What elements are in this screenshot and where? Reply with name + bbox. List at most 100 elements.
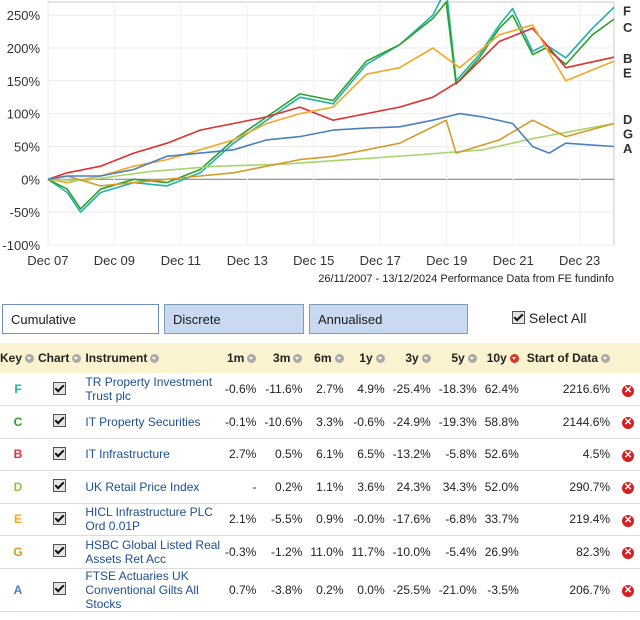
x-tick-label: Dec 19 [426, 253, 467, 268]
row-key: F [14, 382, 22, 396]
sort-icon[interactable] [25, 354, 35, 364]
table-row: C IT Property Securities -0.1% -10.6% 3.3% -0… [0, 406, 640, 438]
col-start-header[interactable]: Start of Data [525, 343, 616, 373]
chart-toggle-checkbox[interactable] [53, 544, 67, 558]
legend-key-A: A [623, 141, 633, 156]
y-tick-label: 250% [7, 8, 41, 23]
cell-y3: -25.5% [392, 582, 431, 597]
plot-area [47, 1, 615, 246]
sort-icon[interactable] [247, 354, 257, 364]
chart-toggle-checkbox[interactable] [53, 479, 67, 493]
cell-y5: 34.3% [442, 479, 477, 494]
table-row: A FTSE Actuaries UK Conventional Gilts Al… [0, 568, 640, 611]
instrument-link[interactable]: IT Infrastructure [85, 447, 170, 462]
row-key: D [13, 479, 23, 494]
tab-annualised-performance[interactable]: Annualised Performance [309, 304, 468, 357]
chart-toggle-checkbox[interactable] [53, 446, 67, 460]
instrument-link[interactable]: HSBC Global Listed Real Assets Ret Acc [85, 537, 221, 566]
instrument-link[interactable]: UK Retail Price Index [85, 479, 200, 494]
series-line-D [47, 122, 615, 182]
row-key: C [13, 414, 23, 429]
table-row: F TR Property Investment Trust plc -0.6% -1… [0, 373, 640, 406]
chart-toggle-checkbox[interactable] [53, 414, 67, 428]
cell-y10: -3.5% [487, 582, 519, 597]
sort-icon[interactable] [421, 354, 431, 364]
series-line-A [47, 112, 615, 181]
tab-cumulative-performance[interactable]: Cumulative Performance [2, 304, 159, 357]
sort-icon[interactable] [375, 354, 385, 364]
row-key: G [13, 544, 23, 559]
remove-icon[interactable]: ✕ [622, 514, 635, 527]
sort-icon[interactable] [601, 354, 611, 364]
chart-toggle-checkbox[interactable] [53, 381, 67, 395]
cell-m3: -3.8% [271, 582, 303, 597]
cell-start: 4.5% [582, 447, 611, 462]
select-all-checkbox[interactable] [512, 311, 525, 324]
cell-y5: -21.0% [438, 582, 477, 597]
cell-y10: 62.4% [484, 382, 519, 396]
y-tick-label: 200% [7, 41, 41, 56]
remove-icon[interactable]: ✕ [622, 384, 635, 397]
instrument-link[interactable]: FTSE Actuaries UK Conventional Gilts All… [85, 568, 199, 611]
col-instrument-header[interactable]: Instrument [83, 343, 223, 373]
col-5y-header[interactable]: 5y [437, 343, 483, 373]
remove-icon[interactable]: ✕ [622, 585, 635, 597]
col-chart-header[interactable]: Chart [36, 343, 83, 373]
cell-m6: 0.9% [316, 512, 344, 527]
cell-m1: 0.7% [228, 582, 257, 597]
cell-y1: 4.9% [357, 382, 385, 396]
legend-key-D: D [623, 112, 632, 127]
col-1y-header[interactable]: 1y [350, 343, 391, 373]
cell-m3: -10.6% [264, 414, 303, 429]
legend-key-B: B [623, 51, 632, 66]
cell-y3: -24.9% [392, 414, 431, 429]
instrument-link[interactable]: HICL Infrastructure PLC Ord 0.01P [85, 505, 213, 534]
cell-y10: 33.7% [484, 512, 519, 527]
x-tick-label: Dec 09 [94, 253, 135, 268]
row-key: B [13, 447, 23, 462]
chart-toggle-checkbox[interactable] [53, 511, 67, 525]
cell-y10: 52.0% [484, 479, 519, 494]
instrument-link[interactable]: TR Property Investment Trust plc [85, 375, 213, 403]
cell-m6: 2.7% [316, 382, 344, 396]
cell-y5: -5.4% [445, 544, 477, 559]
remove-icon[interactable]: ✕ [622, 547, 635, 560]
col-3m-header[interactable]: 3m [262, 343, 308, 373]
col-6m-header[interactable]: 6m [308, 343, 349, 373]
cell-start: 290.7% [569, 479, 611, 494]
series-line-F [47, 0, 615, 213]
sort-icon[interactable] [72, 354, 82, 364]
cell-y10: 52.6% [484, 447, 519, 462]
x-tick-label: Dec 15 [293, 253, 334, 268]
cell-y1: -0.0% [353, 512, 385, 527]
sort-active-icon[interactable] [509, 354, 519, 364]
table-row: E HICL Infrastructure PLC Ord 0.01P 2.1% -5… [0, 503, 640, 536]
col-key-header[interactable]: Key [0, 343, 36, 373]
col-1m-header[interactable]: 1m [223, 343, 262, 373]
x-tick-label: Dec 21 [493, 253, 534, 268]
cell-y10: 58.8% [484, 414, 519, 429]
sort-icon[interactable] [467, 354, 477, 364]
legend-key-G: G [623, 126, 633, 141]
legend-key-F: F [623, 4, 631, 19]
cell-start: 2144.6% [562, 414, 611, 429]
sort-icon[interactable] [293, 354, 303, 364]
select-all-control[interactable]: Select All [512, 310, 586, 326]
sort-icon[interactable] [334, 354, 344, 364]
sort-icon[interactable] [150, 354, 160, 364]
remove-icon[interactable]: ✕ [622, 449, 635, 462]
instrument-link[interactable]: IT Property Securities [85, 414, 201, 429]
cell-m1: -0.6% [224, 382, 257, 396]
cell-y3: -17.6% [392, 512, 431, 527]
col-3y-header[interactable]: 3y [391, 343, 437, 373]
remove-icon[interactable]: ✕ [622, 482, 635, 495]
cell-start: 219.4% [569, 512, 611, 527]
col-10y-header[interactable]: 10y [483, 343, 525, 373]
y-tick-label: 50% [14, 139, 40, 154]
chart-toggle-checkbox[interactable] [53, 582, 67, 595]
y-tick-label: -50% [10, 205, 41, 220]
remove-icon[interactable]: ✕ [622, 417, 635, 430]
cell-m3: -11.6% [265, 382, 303, 396]
cell-y1: 0.0% [357, 582, 385, 597]
tab-discrete-performance[interactable]: Discrete Performance [164, 304, 304, 357]
